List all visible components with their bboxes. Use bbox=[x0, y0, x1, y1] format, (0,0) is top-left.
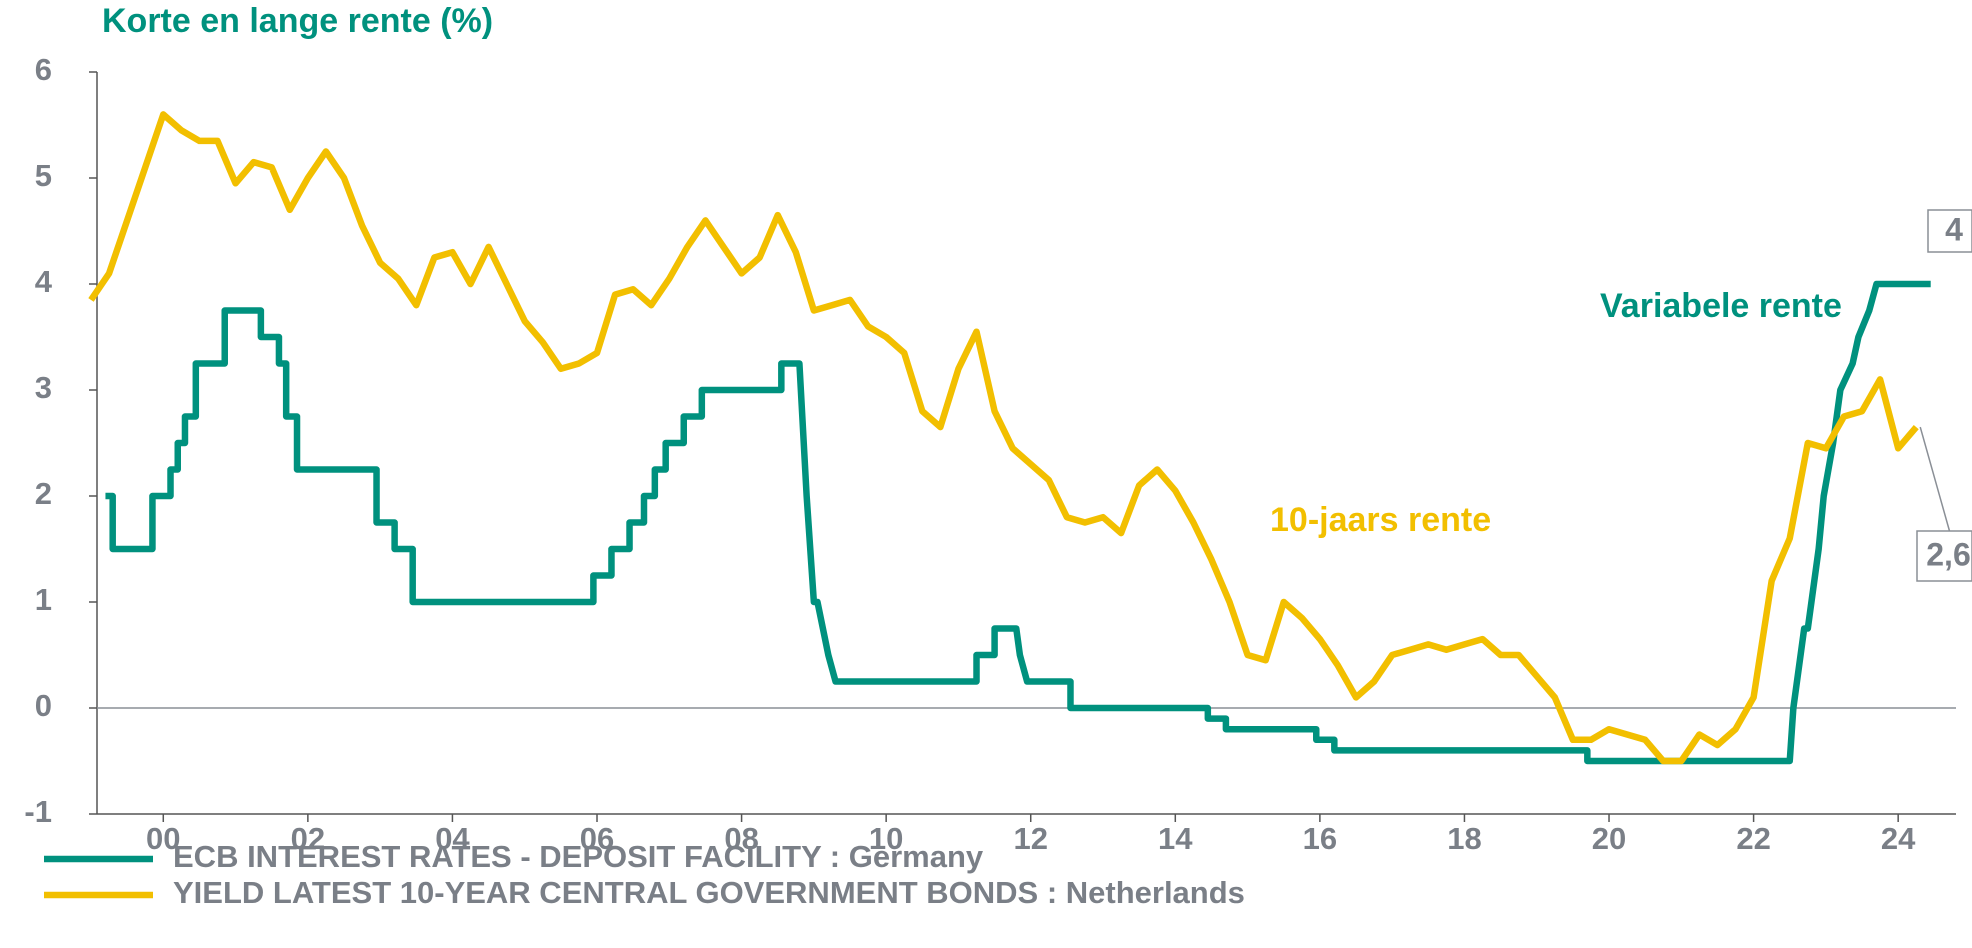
legend-label: YIELD LATEST 10-YEAR CENTRAL GOVERNMENT … bbox=[173, 875, 1245, 910]
y-tick-label: 0 bbox=[35, 688, 52, 723]
x-tick-label: 12 bbox=[1013, 821, 1047, 856]
x-tick-label: 04 bbox=[435, 821, 470, 856]
x-tick-label: 02 bbox=[291, 821, 325, 856]
y-tick-label: 3 bbox=[35, 370, 52, 405]
x-tick-label: 08 bbox=[724, 821, 758, 856]
y-tick-label: 6 bbox=[35, 52, 52, 87]
x-tick-label: 00 bbox=[146, 821, 180, 856]
series-label: 10-jaars rente bbox=[1270, 501, 1491, 539]
series-line bbox=[105, 280, 1931, 765]
callout-box bbox=[1927, 209, 1972, 253]
x-tick-label: 18 bbox=[1447, 821, 1481, 856]
x-tick-label: 14 bbox=[1158, 821, 1193, 856]
x-tick-label: 10 bbox=[869, 821, 903, 856]
callout-label: 2,6 bbox=[1926, 536, 1970, 572]
y-tick-label: 2 bbox=[35, 476, 52, 511]
callout-leader bbox=[1919, 426, 1951, 532]
chart-title: Korte en lange rente (%) bbox=[102, 2, 493, 40]
x-tick-label: 20 bbox=[1592, 821, 1626, 856]
x-tick-label: 06 bbox=[580, 821, 614, 856]
series-label: Variabele rente bbox=[1600, 287, 1842, 325]
x-tick-label: 24 bbox=[1881, 821, 1916, 856]
x-tick-label: 16 bbox=[1303, 821, 1337, 856]
y-tick-label: 4 bbox=[35, 264, 53, 299]
series-line bbox=[88, 111, 1919, 765]
y-tick-label: 1 bbox=[35, 582, 52, 617]
y-tick-label: -1 bbox=[24, 794, 52, 829]
x-tick-label: 22 bbox=[1736, 821, 1770, 856]
callout-label: 4 bbox=[1945, 211, 1963, 247]
y-tick-label: 5 bbox=[35, 158, 52, 193]
legend-label: ECB INTEREST RATES - DEPOSIT FACILITY : … bbox=[173, 839, 984, 874]
callout-box bbox=[1916, 530, 1972, 582]
